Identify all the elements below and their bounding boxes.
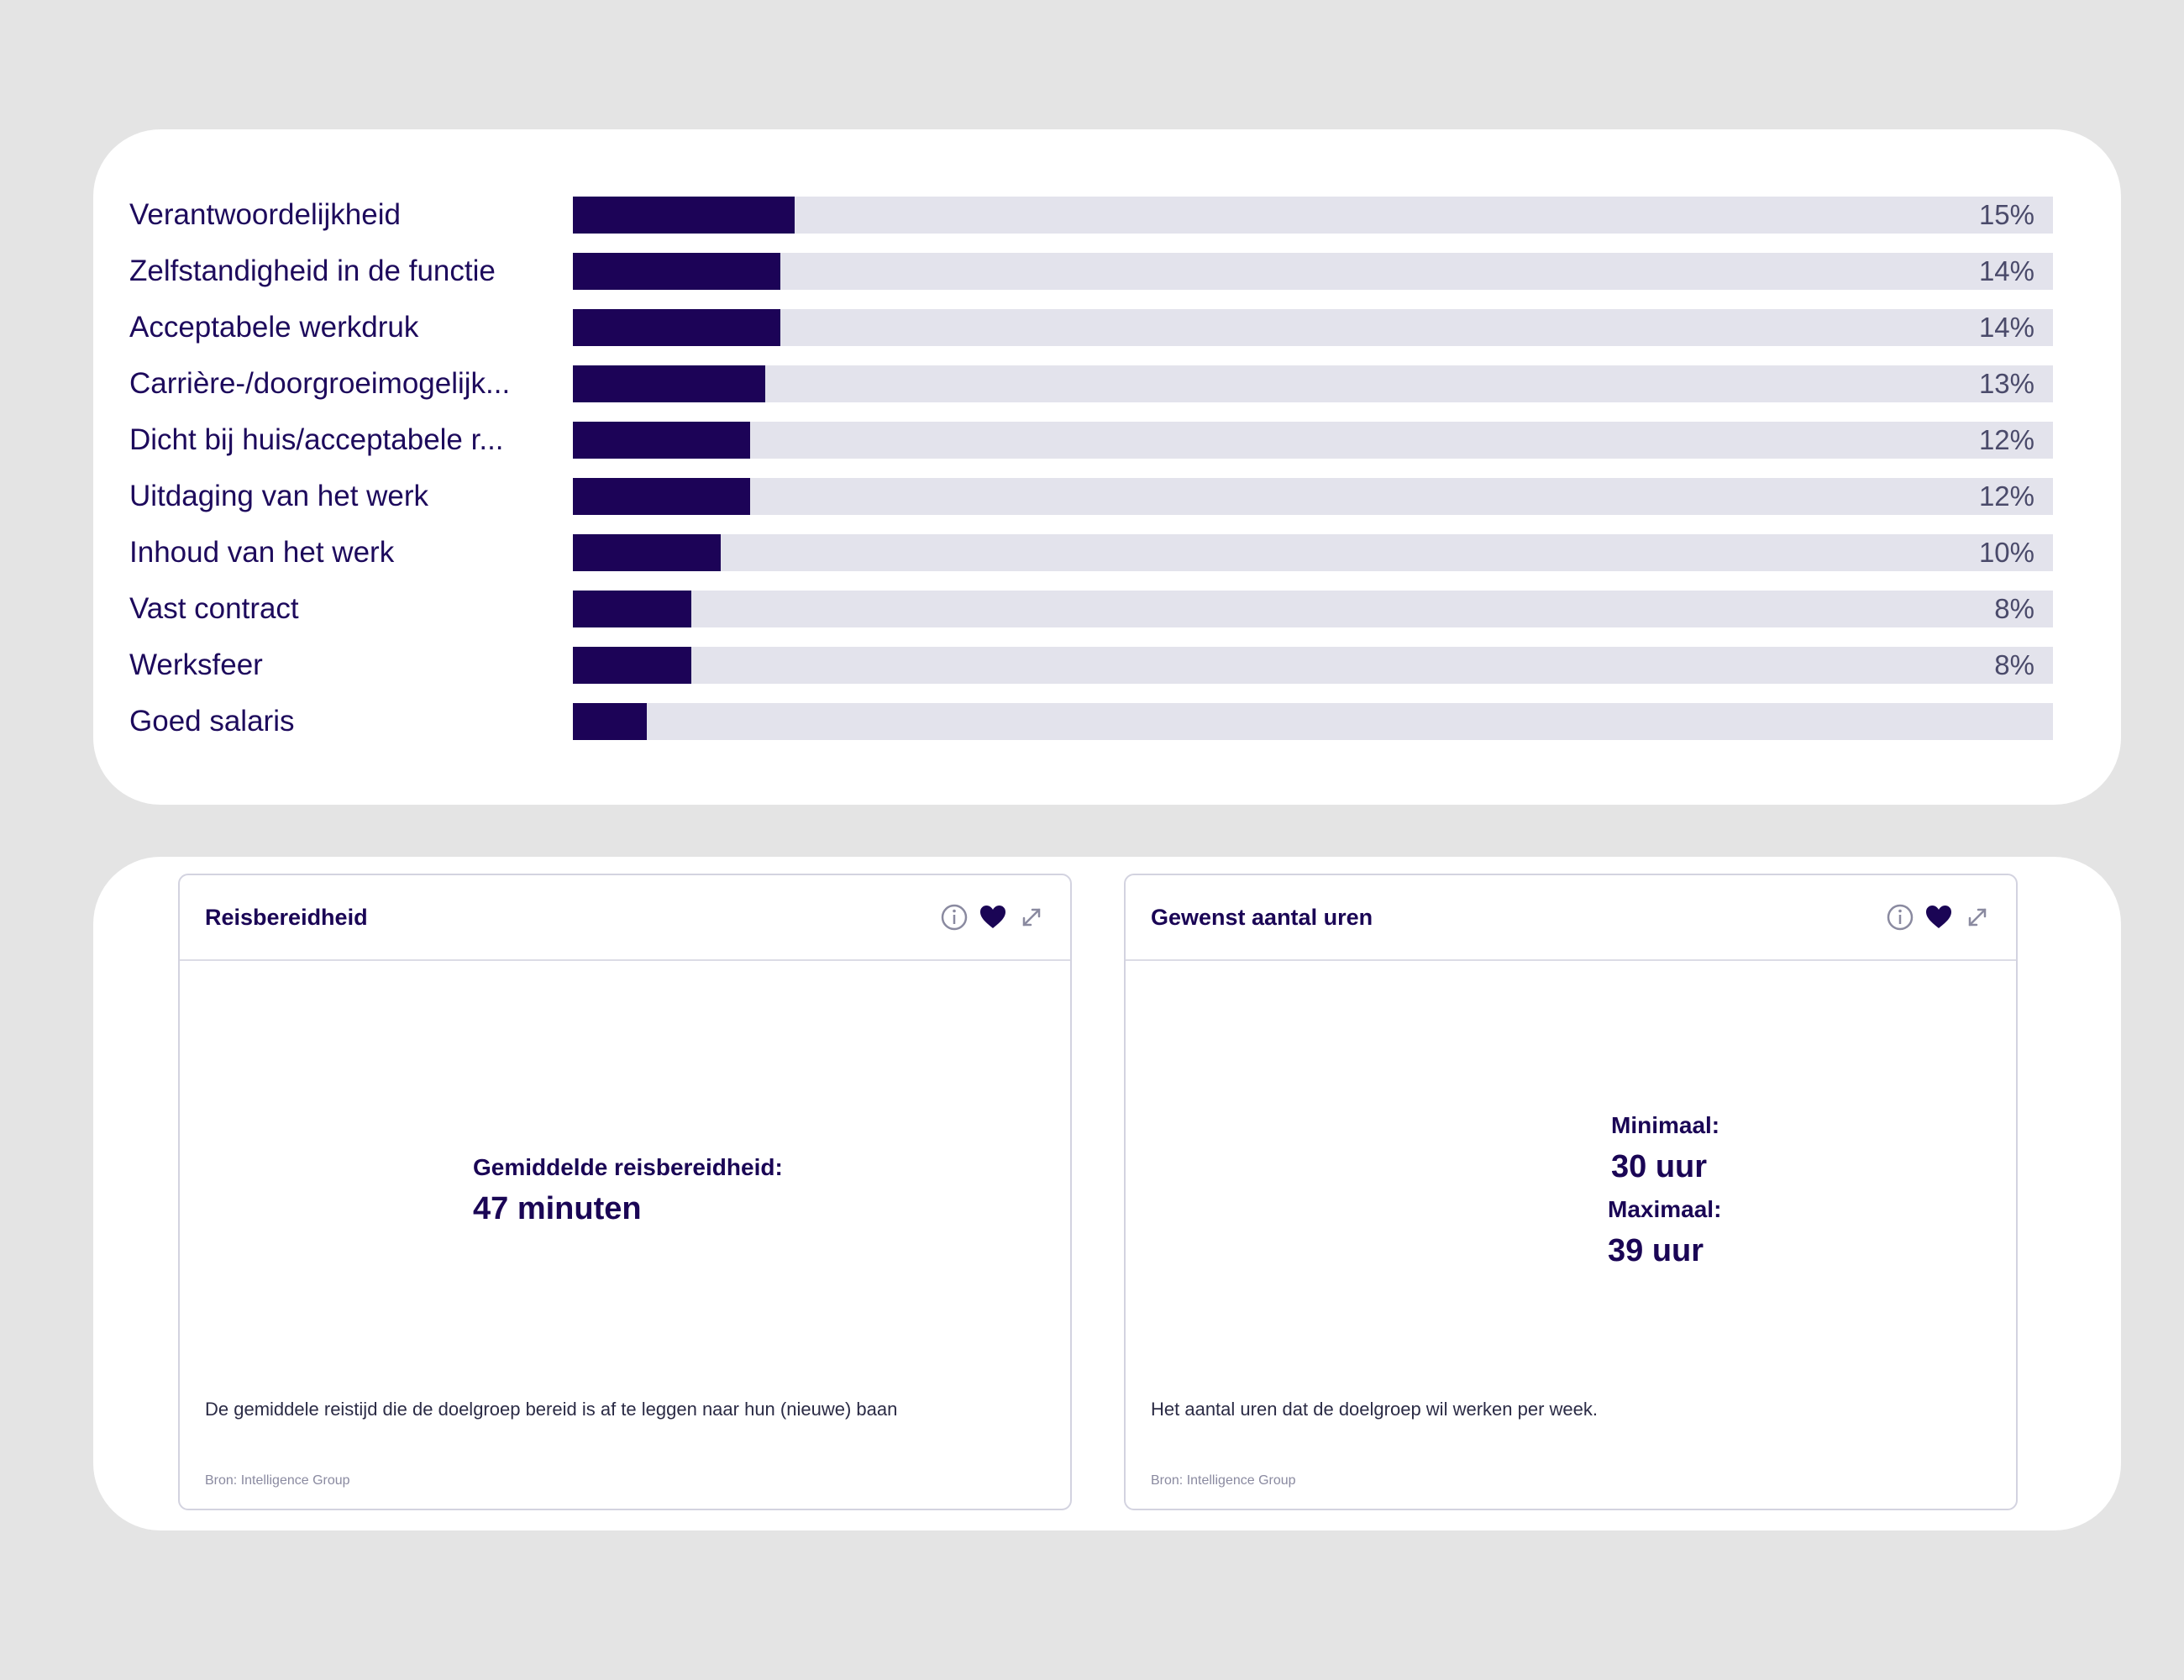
bar-label: Uitdaging van het werk	[129, 480, 429, 512]
bar-label: Carrière-/doorgroeimogelijk...	[129, 367, 511, 400]
bar-track: 13%	[573, 365, 2053, 402]
bar-value-label: 13%	[1978, 368, 2034, 399]
bar-track: 8%	[573, 647, 2053, 684]
travel-card: Reisbereidheid Gemiddelde reisbereidheid…	[178, 874, 1072, 1510]
bar-value-label: 8%	[1994, 593, 2034, 624]
heart-icon[interactable]	[978, 902, 1008, 932]
card-description: De gemiddele reistijd die de doelgroep b…	[205, 1399, 898, 1420]
expand-icon[interactable]	[1962, 902, 1992, 932]
card-header: Reisbereidheid	[180, 875, 1070, 961]
bar-row: Dicht bij huis/acceptabele r... 12%	[93, 420, 2121, 460]
hours-card: Gewenst aantal uren Minimaal: 30 uur Max…	[1124, 874, 2018, 1510]
bar[interactable]	[573, 534, 722, 571]
max-hours-label: Maximaal:	[1608, 1196, 1722, 1222]
bar-row: Uitdaging van het werk 12%	[93, 476, 2121, 517]
travel-kpi-value: 47 minuten	[473, 1191, 642, 1226]
bar-track: 15%	[573, 197, 2053, 234]
info-icon[interactable]	[1885, 902, 1915, 932]
bar-row: Werksfeer 8%	[93, 645, 2121, 685]
card-description: Het aantal uren dat de doelgroep wil wer…	[1151, 1399, 1598, 1420]
bar-label: Verantwoordelijkheid	[129, 198, 401, 231]
info-icon[interactable]	[939, 902, 969, 932]
bar[interactable]	[573, 197, 795, 234]
bar-label: Werksfeer	[129, 648, 263, 681]
bar-row: Zelfstandigheid in de functie 14%	[93, 251, 2121, 291]
bar-track: 8%	[573, 591, 2053, 627]
card-title: Reisbereidheid	[205, 905, 368, 930]
bar-row: Carrière-/doorgroeimogelijk... 13%	[93, 364, 2121, 404]
bar-track: 12%	[573, 422, 2053, 459]
bar-value-label: 10%	[1978, 537, 2034, 568]
bar[interactable]	[573, 309, 780, 346]
bar[interactable]	[573, 365, 766, 402]
bar[interactable]	[573, 647, 691, 684]
bar[interactable]	[573, 591, 691, 627]
card-source: Bron: Intelligence Group	[1151, 1473, 1296, 1488]
min-hours-value: 30 uur	[1611, 1149, 1708, 1184]
card-title: Gewenst aantal uren	[1151, 905, 1373, 930]
bar[interactable]	[573, 422, 751, 459]
bar-value-label: 12%	[1978, 480, 2034, 512]
heart-icon[interactable]	[1924, 902, 1954, 932]
bar-track	[573, 703, 2053, 740]
max-hours-value: 39 uur	[1608, 1233, 1704, 1268]
bar-row: Goed salaris	[93, 701, 2121, 742]
bar-value-label: 14%	[1978, 255, 2034, 286]
bar[interactable]	[573, 478, 751, 515]
card-actions	[1885, 900, 1992, 934]
bar[interactable]	[573, 253, 780, 290]
expand-icon[interactable]	[1016, 902, 1047, 932]
bar-label: Zelfstandigheid in de functie	[129, 255, 496, 287]
bar-label: Goed salaris	[129, 705, 295, 738]
bar-track: 14%	[573, 309, 2053, 346]
bar-row: Acceptabele werkdruk 14%	[93, 307, 2121, 348]
bar-label: Inhoud van het werk	[129, 536, 395, 569]
bar-label: Acceptabele werkdruk	[129, 311, 419, 344]
card-header: Gewenst aantal uren	[1126, 875, 2016, 961]
bar-track: 14%	[573, 253, 2053, 290]
min-hours-label: Minimaal:	[1611, 1112, 1720, 1138]
travel-kpi-label: Gemiddelde reisbereidheid:	[473, 1154, 783, 1180]
bar-row: Vast contract 8%	[93, 589, 2121, 629]
card-actions	[939, 900, 1047, 934]
bar-row: Verantwoordelijkheid 15%	[93, 195, 2121, 235]
bar-label: Dicht bij huis/acceptabele r...	[129, 423, 504, 456]
bar-value-label: 14%	[1978, 312, 2034, 343]
motivation-chart-panel: Verantwoordelijkheid 15% Zelfstandigheid i…	[93, 129, 2121, 805]
widgets-panel: Reisbereidheid Gemiddelde reisbereidheid…	[93, 857, 2121, 1530]
bar-value-label: 12%	[1978, 424, 2034, 455]
bar-value-label: 8%	[1994, 649, 2034, 680]
bar[interactable]	[573, 703, 648, 740]
bar-track: 12%	[573, 478, 2053, 515]
bar-track: 10%	[573, 534, 2053, 571]
bar-row: Inhoud van het werk 10%	[93, 533, 2121, 573]
bar-label: Vast contract	[129, 592, 299, 625]
card-source: Bron: Intelligence Group	[205, 1473, 350, 1488]
bar-value-label: 15%	[1978, 199, 2034, 230]
